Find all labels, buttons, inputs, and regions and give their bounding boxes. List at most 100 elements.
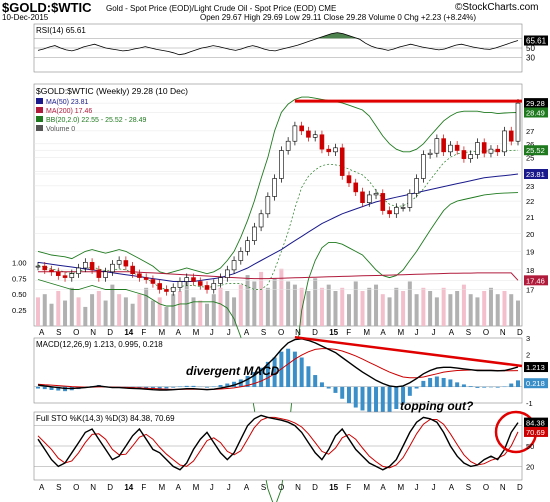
- price-candle-body: [272, 178, 277, 197]
- price-candle-body: [83, 262, 88, 269]
- price-candle-body: [76, 267, 81, 275]
- volume-bar: [191, 297, 196, 326]
- volume-bar: [36, 297, 40, 326]
- volume-bar: [394, 287, 399, 326]
- macd-histogram-bar: [374, 386, 379, 414]
- volume-bar: [150, 300, 155, 326]
- volume-bar: [509, 294, 514, 326]
- volume-bar: [205, 303, 210, 326]
- quote-summary: Open 29.67 High 29.69 Low 29.11 Close 29…: [200, 13, 477, 22]
- price-candle-body: [339, 147, 345, 176]
- macd-histogram-bar: [286, 348, 291, 388]
- volume-tick-label: 0.25: [12, 306, 27, 315]
- price-x-label: A: [244, 328, 250, 337]
- price-x-label: A: [380, 328, 386, 337]
- volume-bar: [360, 291, 365, 326]
- price-x-label: O: [278, 328, 284, 337]
- price-candle-body: [387, 210, 392, 215]
- price-candle-body: [252, 226, 257, 241]
- price-candle-body: [488, 148, 494, 154]
- price-candle-body: [515, 102, 521, 142]
- macd-histogram-bar: [455, 382, 460, 388]
- volume-bar: [448, 294, 453, 326]
- volume-bar: [299, 287, 304, 326]
- sto-x-label: N: [500, 483, 506, 492]
- macd-histogram-bar: [461, 384, 466, 388]
- volume-bar: [245, 275, 250, 326]
- price-candle-body: [191, 277, 196, 282]
- sto-x-label: M: [398, 483, 405, 492]
- sto-x-label: 14: [124, 483, 133, 492]
- volume-bar: [333, 291, 338, 326]
- macd-histogram-bar: [265, 361, 270, 388]
- price-x-label: S: [466, 328, 471, 337]
- price-candle-body: [475, 142, 480, 155]
- sto-legend: Full STO %K(14,3) %D(3) 84.38, 70.69: [36, 414, 175, 423]
- volume-bar: [144, 287, 149, 326]
- sto-x-label: F: [346, 483, 351, 492]
- sto-value-box: [524, 417, 548, 428]
- volume-bar: [252, 281, 257, 326]
- price-x-label: M: [398, 328, 405, 337]
- price-x-label: 14: [124, 328, 133, 337]
- macd-histogram-bar: [367, 386, 372, 412]
- macd-histogram-bar: [313, 375, 318, 388]
- rsi-legend: RSI(14) 65.61: [36, 26, 86, 35]
- price-candle-body: [461, 150, 467, 159]
- price-candle-body: [143, 277, 149, 280]
- macd-histogram-bar: [299, 357, 304, 388]
- price-candle-body: [353, 182, 359, 193]
- price-candle-body: [448, 144, 453, 153]
- price-x-label: A: [449, 328, 455, 337]
- macd-histogram-bar: [414, 386, 419, 389]
- macd-legend: MACD(12,26,9) 1.213, 0.995, 0.218: [36, 340, 163, 349]
- volume-tick-label: 0.50: [12, 290, 27, 299]
- sto-annotation: topping out?: [400, 399, 474, 413]
- price-candle-body: [508, 130, 514, 142]
- price-candle-body: [245, 240, 250, 252]
- sto-tick-label: 20: [526, 462, 534, 471]
- macd-divergence-line: [294, 335, 523, 368]
- price-candle-body: [204, 285, 210, 290]
- volume-bar: [516, 300, 520, 326]
- macd-histogram-bar: [36, 386, 40, 389]
- volume-bar: [137, 294, 142, 326]
- volume-bar: [164, 306, 169, 326]
- price-candle-body: [231, 260, 237, 271]
- price-candle-body: [49, 269, 54, 273]
- volume-bar: [198, 300, 203, 326]
- price-candle-body: [170, 287, 176, 292]
- volume-bar: [374, 284, 379, 326]
- volume-bar: [292, 284, 297, 326]
- price-candle-body: [292, 125, 298, 142]
- sto-x-label: N: [90, 483, 96, 492]
- macd-histogram-bar: [516, 380, 520, 388]
- price-candle-body: [218, 277, 223, 284]
- price-x-label: F: [346, 328, 351, 337]
- volume-bar: [421, 287, 426, 326]
- volume-bar: [238, 284, 243, 326]
- sto-x-label: A: [449, 483, 455, 492]
- bband-lower-line: [37, 192, 519, 502]
- bband-upper-line: [37, 96, 519, 275]
- macd-histogram-bar: [407, 386, 412, 396]
- macd-histogram-bar: [401, 386, 406, 404]
- price-tick-label: 25.52: [526, 146, 545, 155]
- sto-x-label: N: [295, 483, 301, 492]
- price-tick-label: 27: [526, 127, 534, 136]
- volume-bar: [482, 291, 487, 326]
- price-candle-body: [238, 251, 244, 261]
- price-candle-body: [366, 194, 372, 203]
- macd-histogram-bar: [394, 386, 399, 409]
- price-legend-entry: BB(20,2.0) 22.55 - 25.52 - 28.49: [46, 117, 147, 124]
- volume-bar: [346, 294, 351, 326]
- price-tick-label: 29.28: [526, 99, 545, 108]
- price-value-box: [524, 107, 548, 118]
- price-legend-swatch: [36, 98, 43, 104]
- volume-bar: [380, 294, 385, 326]
- sto-x-label: D: [107, 483, 113, 492]
- sto-x-label: O: [73, 483, 79, 492]
- macd-histogram-bar: [482, 386, 487, 388]
- rsi-tick-label: 65.61: [526, 37, 547, 46]
- price-x-label: M: [363, 328, 370, 337]
